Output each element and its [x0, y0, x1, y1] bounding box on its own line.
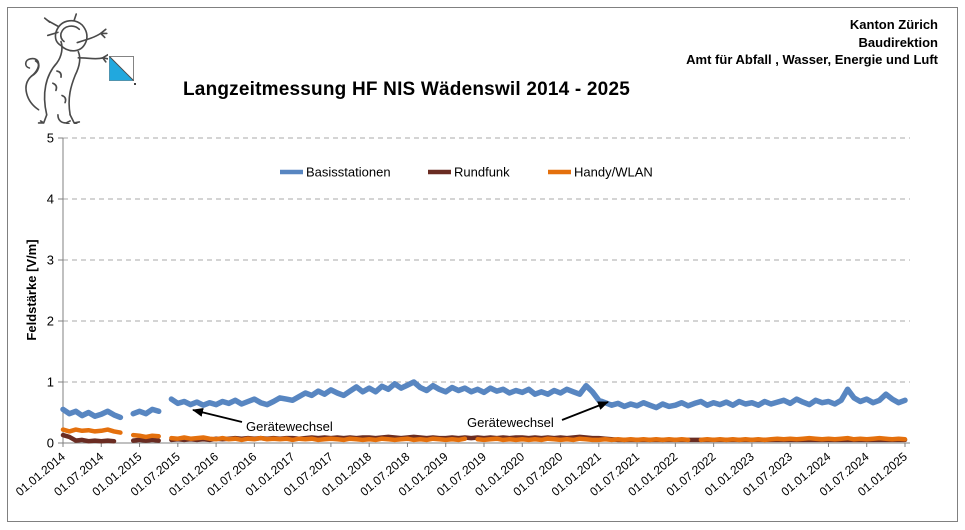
annotation-arrow-1 [192, 408, 243, 423]
y-axis-title: Feldstärke [V/m] [24, 239, 39, 340]
annotation-arrow-2 [561, 401, 609, 421]
org-header: Kanton Zürich Baudirektion Amt für Abfal… [686, 16, 938, 69]
org-line-direktion: Baudirektion [858, 34, 938, 50]
legend-label-basisstationen: Basisstationen [306, 165, 391, 180]
zurich-lion-logo [16, 12, 109, 126]
y-tick-label: 0 [47, 436, 54, 451]
zurich-flag-icon [109, 56, 134, 81]
stray-dot [134, 83, 136, 85]
legend-label-handy-wlan: Handy/WLAN [574, 165, 653, 180]
y-tick-label: 1 [47, 375, 54, 390]
legend-label-rundfunk: Rundfunk [454, 165, 510, 180]
y-tick-label: 2 [47, 314, 54, 329]
lion-rampant-icon [24, 13, 109, 126]
y-tick-label: 3 [47, 253, 54, 268]
series-basisstationen [60, 379, 908, 421]
org-line-canton: Kanton Zürich [849, 17, 938, 32]
org-line-amt: Amt für Abfall , Wasser, Energie und Luf… [686, 52, 938, 67]
y-tick-label: 5 [47, 131, 54, 146]
annotation-label-1: Gerätewechsel [246, 419, 333, 434]
y-tick-label: 4 [47, 192, 54, 207]
chart-title: Langzeitmessung HF NIS Wädenswil 2014 - … [183, 79, 630, 100]
series-handy-wlan [60, 427, 908, 443]
annotation-label-2: Gerätewechsel [467, 415, 554, 430]
